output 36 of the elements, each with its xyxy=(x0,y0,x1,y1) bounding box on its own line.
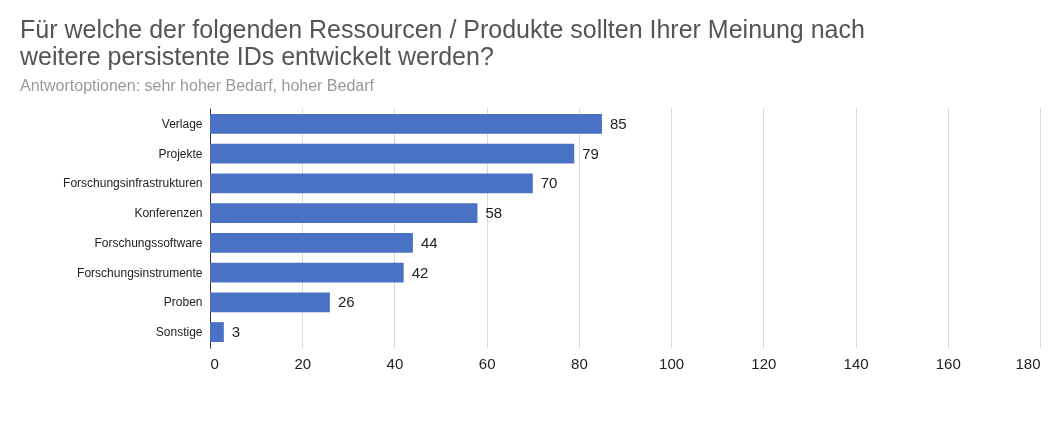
x-tick-label: 140 xyxy=(843,354,869,372)
y-tick-label: Proben xyxy=(163,295,203,310)
data-label: 42 xyxy=(411,263,429,281)
bar xyxy=(210,262,404,283)
bar xyxy=(210,113,602,134)
y-tick-label: Forschungsinfrastrukturen xyxy=(63,176,203,191)
data-label: 58 xyxy=(485,204,503,222)
data-label: 3 xyxy=(231,323,241,341)
x-tick-label: 80 xyxy=(571,354,588,372)
x-tick-label: 0 xyxy=(210,354,219,372)
chart-subtitle: Antwortoptionen: sehr hoher Bedarf, hoher Bedarf xyxy=(20,77,375,94)
data-label: 70 xyxy=(540,174,558,192)
data-label: 85 xyxy=(609,114,627,132)
x-tick-label: 40 xyxy=(386,354,404,372)
x-tick-label: 180 xyxy=(1015,354,1041,372)
y-tick-label: Forschungssoftware xyxy=(94,235,203,250)
y-tick-label: Konferenzen xyxy=(134,206,203,221)
x-tick-label: 160 xyxy=(935,354,961,372)
y-tick-label: Verlage xyxy=(161,116,203,131)
x-tick-label: 60 xyxy=(478,354,496,372)
bar xyxy=(210,232,413,253)
bar xyxy=(210,322,224,343)
y-tick-label: Projekte xyxy=(158,146,203,161)
x-tick-label: 100 xyxy=(659,354,685,372)
y-tick-label: Forschungsinstrumente xyxy=(77,265,203,280)
data-label: 26 xyxy=(337,293,355,311)
x-tick-label: 20 xyxy=(294,354,312,372)
bar xyxy=(210,143,575,164)
y-tick-label: Sonstige xyxy=(155,325,203,340)
bar xyxy=(210,173,533,194)
bar xyxy=(210,292,330,313)
chart-title: Für welche der folgenden Ressourcen / Produkte sollten Ihrer Meinung nach weitere persistente IDs entwickelt werden? xyxy=(19,15,865,70)
data-label: 79 xyxy=(582,144,599,162)
bar xyxy=(210,203,478,224)
x-tick-label: 120 xyxy=(751,354,777,372)
data-label: 44 xyxy=(420,233,438,251)
